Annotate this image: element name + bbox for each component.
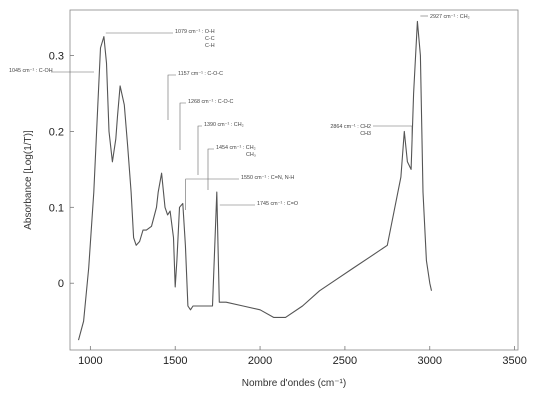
annotation-line: 1079 cm⁻¹ : O-H: [175, 29, 215, 35]
x-axis-label: Nombre d'ondes (cm⁻¹): [242, 378, 346, 389]
annotation-line: 1454 cm⁻¹ : CH₂: [216, 145, 256, 151]
x-tick-label: 1500: [163, 355, 187, 367]
y-tick-label: 0.3: [49, 51, 64, 63]
peak-annotations: 1045 cm⁻¹ : C-OH 1079 cm⁻¹ : O-H C-C C-H 115…: [9, 14, 470, 210]
annotation-label: 1079 cm⁻¹ : O-H C-C C-H: [175, 29, 215, 49]
annotation-line: 1390 cm⁻¹ : CH₂: [204, 122, 244, 128]
spectrum-line: [77, 20, 433, 341]
annotation-leader: [185, 178, 239, 210]
annotation-line: 2927 cm⁻¹ : CH₂: [430, 14, 470, 20]
y-tick-label: 0.1: [49, 202, 64, 214]
x-tick-label: 1000: [78, 355, 102, 367]
annotation-line: 1550 cm⁻¹ : C=N, N-H: [241, 175, 294, 181]
annotation-label: 1454 cm⁻¹ : CH₂ CH₃: [216, 145, 256, 158]
x-tick-label: 3000: [418, 355, 442, 367]
annotation-label: 1157 cm⁻¹ : C-O-C: [178, 71, 223, 77]
annotation-leader: [373, 125, 413, 140]
peak-annotation: 1550 cm⁻¹ : C=N, N-H: [185, 175, 294, 210]
peak-annotation: 1390 cm⁻¹ : CH₂: [197, 122, 244, 175]
annotation-label: 2927 cm⁻¹ : CH₂: [430, 14, 470, 20]
spectrum-series: [77, 20, 433, 341]
peak-annotation: 1045 cm⁻¹ : C-OH: [9, 68, 94, 74]
annotation-leader: [197, 125, 202, 175]
annotation-leader: [179, 102, 186, 150]
annotation-line: CH₃: [246, 152, 256, 158]
annotation-label: 1390 cm⁻¹ : CH₂: [204, 122, 244, 128]
plot-frame: [69, 9, 519, 351]
x-tick-label: 2000: [248, 355, 272, 367]
y-axis-label: Absorbance [Log(1/T)]: [23, 130, 34, 230]
peak-annotation: 2927 cm⁻¹ : CH₂: [420, 14, 470, 20]
annotation-line: 1268 cm⁻¹ : C-O-C: [188, 99, 233, 105]
annotation-line: C-H: [205, 43, 215, 49]
peak-annotation: 2864 cm⁻¹ : CH2 CH3: [330, 124, 413, 140]
y-tick-label: 0: [58, 278, 64, 290]
annotation-label: 1268 cm⁻¹ : C-O-C: [188, 99, 233, 105]
annotation-leader: [167, 74, 176, 120]
x-tick-label: 2500: [333, 355, 357, 367]
peak-annotation: 1454 cm⁻¹ : CH₂ CH₃: [207, 145, 256, 190]
annotation-label: 1045 cm⁻¹ : C-OH: [9, 68, 53, 74]
x-axis-ticks: 1000 1500 2000 2500 3000 3500: [78, 346, 527, 367]
annotation-line: C-C: [205, 36, 215, 42]
y-axis-ticks: 0 0.1 0.2 0.3: [49, 51, 74, 290]
peak-annotation: 1268 cm⁻¹ : C-O-C: [179, 99, 233, 150]
peak-annotation: 1745 cm⁻¹ : C=O: [219, 201, 298, 207]
annotation-label: 1745 cm⁻¹ : C=O: [257, 201, 298, 207]
annotation-label: 1550 cm⁻¹ : C=N, N-H: [241, 175, 294, 181]
annotation-line: 1745 cm⁻¹ : C=O: [257, 201, 298, 207]
annotation-line: 1045 cm⁻¹ : C-OH: [9, 68, 53, 74]
peak-annotation: 1157 cm⁻¹ : C-O-C: [167, 71, 223, 120]
annotation-line: CH3: [360, 131, 371, 137]
y-tick-label: 0.2: [49, 126, 64, 138]
peak-annotation: 1079 cm⁻¹ : O-H C-C C-H: [105, 29, 215, 49]
annotation-line: 1157 cm⁻¹ : C-O-C: [178, 71, 223, 77]
annotation-line: 2864 cm⁻¹ : CH2: [330, 124, 371, 130]
annotation-leader: [207, 148, 214, 190]
annotation-label: 2864 cm⁻¹ : CH2 CH3: [330, 124, 371, 137]
x-tick-label: 3500: [502, 355, 526, 367]
